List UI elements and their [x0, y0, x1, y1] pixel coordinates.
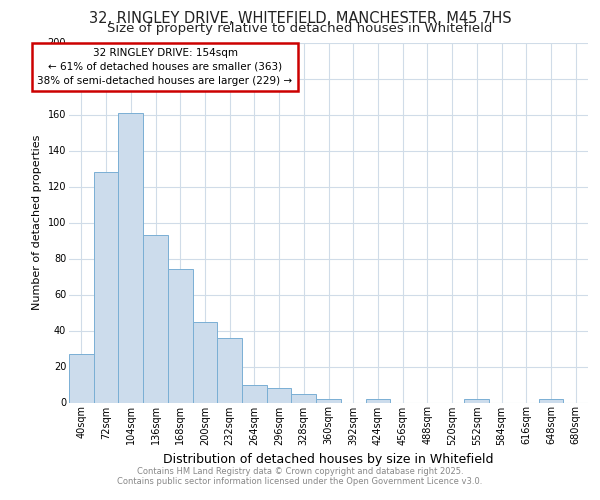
X-axis label: Distribution of detached houses by size in Whitefield: Distribution of detached houses by size …	[163, 453, 494, 466]
Text: 32 RINGLEY DRIVE: 154sqm
← 61% of detached houses are smaller (363)
38% of semi-: 32 RINGLEY DRIVE: 154sqm ← 61% of detach…	[37, 48, 293, 86]
Text: 32, RINGLEY DRIVE, WHITEFIELD, MANCHESTER, M45 7HS: 32, RINGLEY DRIVE, WHITEFIELD, MANCHESTE…	[89, 11, 511, 26]
Bar	[365, 399, 390, 402]
Bar	[118, 112, 143, 403]
Bar	[168, 270, 193, 402]
Bar	[292, 394, 316, 402]
Bar	[242, 384, 267, 402]
Text: Contains public sector information licensed under the Open Government Licence v3: Contains public sector information licen…	[118, 477, 482, 486]
Bar	[143, 235, 168, 402]
Bar	[69, 354, 94, 403]
Bar	[539, 399, 563, 402]
Bar	[94, 172, 118, 402]
Text: Contains HM Land Registry data © Crown copyright and database right 2025.: Contains HM Land Registry data © Crown c…	[137, 467, 463, 476]
Bar	[217, 338, 242, 402]
Y-axis label: Number of detached properties: Number of detached properties	[32, 135, 42, 310]
Text: Size of property relative to detached houses in Whitefield: Size of property relative to detached ho…	[107, 22, 493, 35]
Bar	[193, 322, 217, 402]
Bar	[267, 388, 292, 402]
Bar	[464, 399, 489, 402]
Bar	[316, 399, 341, 402]
